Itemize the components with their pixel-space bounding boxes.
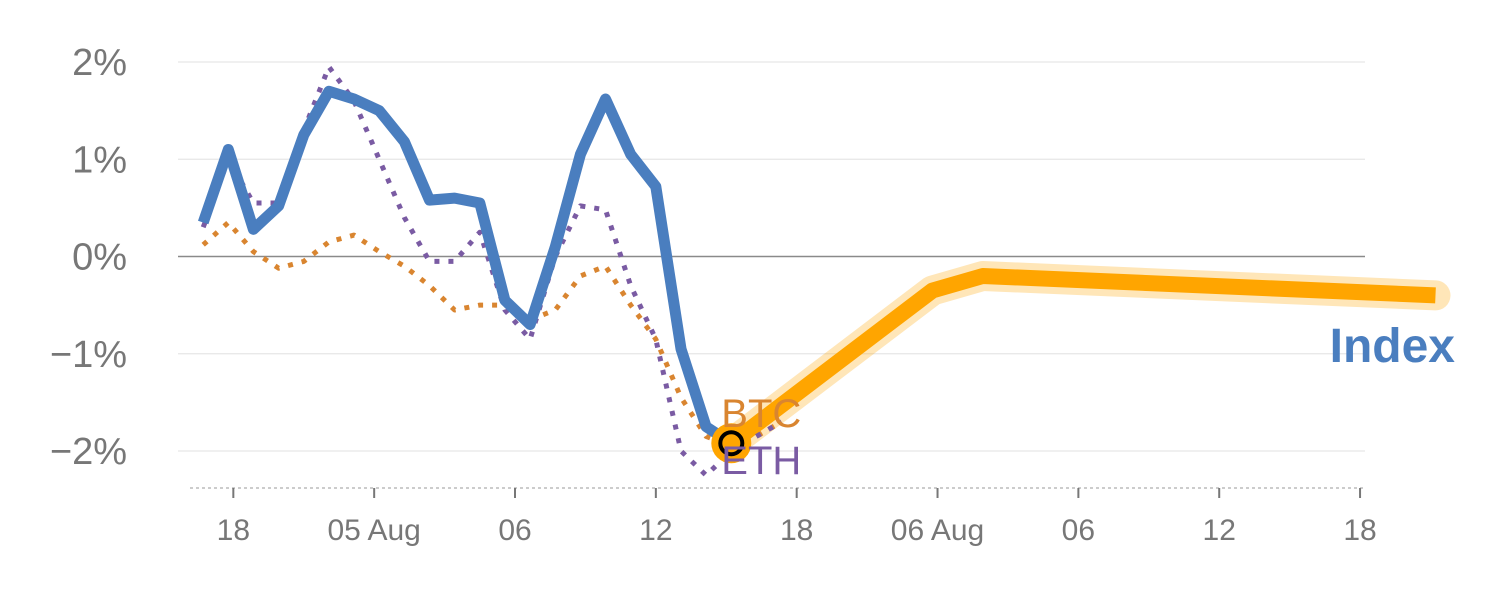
x-tick-label: 18 — [217, 514, 250, 547]
y-axis-ticks: 2% 1% 0% −1% −2% — [50, 42, 127, 473]
series-label-eth: ETH — [721, 439, 801, 483]
x-tick-label: 05 Aug — [327, 514, 420, 547]
x-tick-label: 18 — [1343, 514, 1376, 547]
y-tick-label: 1% — [72, 139, 127, 181]
series-label-index: Index — [1330, 320, 1456, 373]
y-tick-label: −1% — [50, 334, 127, 376]
forecast-line — [726, 268, 1436, 450]
x-tick-label: 12 — [1203, 514, 1236, 547]
x-tick-label: 06 — [1062, 514, 1095, 547]
x-axis-ticks: 18 05 Aug 06 12 18 06 Aug 06 12 18 — [217, 488, 1377, 547]
y-tick-label: −2% — [50, 431, 127, 473]
series-line-index — [197, 85, 735, 448]
current-point-marker — [711, 423, 752, 464]
marker-halo — [711, 423, 752, 464]
marker-ring — [718, 430, 745, 457]
x-tick-label: 06 — [498, 514, 531, 547]
x-tick-label: 06 Aug — [891, 514, 984, 547]
y-tick-label: 2% — [72, 42, 127, 84]
series-label-btc: BTC — [721, 392, 801, 436]
forecast-band — [716, 261, 1451, 459]
series-line-btc — [201, 220, 783, 449]
grid-lines — [178, 61, 1365, 452]
x-tick-label: 12 — [639, 514, 672, 547]
series-lines — [197, 64, 783, 478]
x-tick-label: 18 — [780, 514, 813, 547]
y-tick-label: 0% — [72, 237, 127, 279]
